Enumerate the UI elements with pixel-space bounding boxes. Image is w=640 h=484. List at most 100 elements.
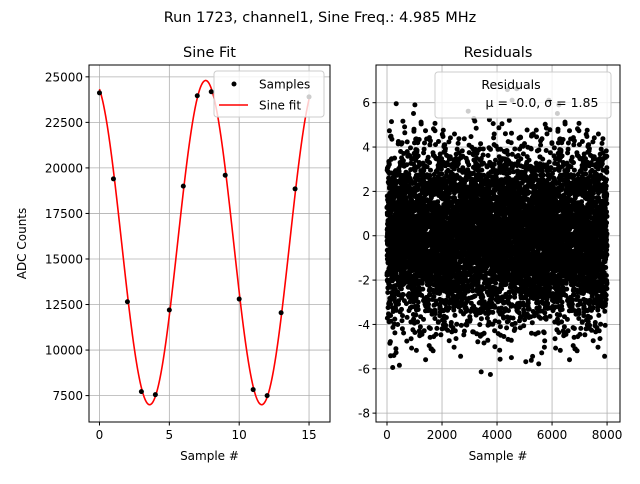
x-tick-label: 15 xyxy=(301,428,316,442)
residual-point xyxy=(423,128,428,133)
residual-point xyxy=(433,121,438,126)
residual-point xyxy=(388,339,393,344)
residual-point xyxy=(395,322,400,327)
residual-point xyxy=(401,292,406,297)
residual-point xyxy=(415,319,420,324)
y-tick-label: 17500 xyxy=(45,207,83,221)
y-tick-label: 12500 xyxy=(45,298,83,312)
residual-point xyxy=(458,354,463,359)
residual-point xyxy=(492,132,497,137)
x-axis-label: Sample # xyxy=(180,449,239,463)
residual-point xyxy=(448,135,453,140)
residual-point xyxy=(401,158,406,163)
residual-point xyxy=(414,348,419,353)
residual-point xyxy=(503,131,508,136)
residual-point xyxy=(488,147,493,152)
sample-point xyxy=(181,184,186,189)
residual-point xyxy=(449,320,454,325)
y-tick-label: -8 xyxy=(358,407,370,421)
residual-point xyxy=(480,295,485,300)
residual-point xyxy=(481,153,486,158)
residual-point xyxy=(469,134,474,139)
residual-point xyxy=(500,121,505,126)
residual-point xyxy=(490,310,495,315)
residual-point xyxy=(416,153,421,158)
residual-point xyxy=(496,125,501,130)
residual-point xyxy=(452,345,457,350)
residual-point xyxy=(417,137,422,142)
residual-point xyxy=(400,326,405,331)
y-tick-label: 6 xyxy=(362,96,370,110)
x-axis-label: Sample # xyxy=(469,449,528,463)
residual-point xyxy=(392,156,397,161)
residual-point xyxy=(479,168,484,173)
x-tick-label: 8000 xyxy=(592,428,623,442)
residual-point xyxy=(506,152,511,157)
residual-point xyxy=(422,328,427,333)
residual-point xyxy=(389,137,394,142)
residual-point xyxy=(394,101,399,106)
axes-title: Sine Fit xyxy=(183,45,236,61)
residual-point xyxy=(409,336,414,341)
residual-point xyxy=(498,324,503,329)
residual-point xyxy=(447,338,452,343)
residual-point xyxy=(400,313,405,318)
residual-point xyxy=(498,357,503,362)
residual-point xyxy=(416,307,421,312)
residual-point xyxy=(428,326,433,331)
residual-point xyxy=(402,130,407,135)
residual-point xyxy=(459,323,464,328)
plot-area xyxy=(97,80,312,404)
axes-frame xyxy=(89,65,330,422)
residual-point xyxy=(492,162,497,167)
residual-point xyxy=(460,148,465,153)
residual-point xyxy=(509,140,514,145)
residual-point xyxy=(443,146,448,151)
residual-point xyxy=(434,332,439,337)
residual-point xyxy=(408,145,413,150)
residual-point xyxy=(412,127,417,132)
residual-point xyxy=(392,317,397,322)
residual-point xyxy=(462,136,467,141)
sample-point xyxy=(139,389,144,394)
residual-point xyxy=(399,307,404,312)
sample-point xyxy=(97,90,102,95)
residual-point xyxy=(454,322,459,327)
residual-point xyxy=(400,318,405,323)
residual-point xyxy=(428,173,433,178)
y-tick-label: 2 xyxy=(362,185,370,199)
residual-point xyxy=(401,331,406,336)
residual-point xyxy=(423,357,428,362)
sample-point xyxy=(125,299,130,304)
residual-point xyxy=(452,313,457,318)
residual-point xyxy=(440,172,445,177)
sample-point xyxy=(195,93,200,98)
residual-point xyxy=(427,160,432,165)
residual-point xyxy=(472,119,477,124)
x-tick-label: 10 xyxy=(232,428,247,442)
residual-point xyxy=(387,128,392,133)
y-tick-label: 20000 xyxy=(45,161,83,175)
residual-point xyxy=(394,350,399,355)
residual-point xyxy=(492,344,497,349)
y-tick-label: -6 xyxy=(358,362,370,376)
residual-point xyxy=(497,348,502,353)
residual-point xyxy=(508,294,513,299)
residual-point xyxy=(418,324,423,329)
residual-point xyxy=(512,147,517,152)
residual-point xyxy=(497,320,502,325)
residual-point xyxy=(507,118,512,123)
residual-point xyxy=(466,162,471,167)
residual-point xyxy=(485,338,490,343)
residual-point xyxy=(452,132,457,137)
residual-point xyxy=(415,148,420,153)
axes-title: Residuals xyxy=(464,45,533,61)
residual-point xyxy=(405,139,410,144)
residual-point xyxy=(518,135,523,140)
y-tick-label: 4 xyxy=(362,141,370,155)
residual-point xyxy=(447,305,452,310)
y-tick-label: -2 xyxy=(358,274,370,288)
